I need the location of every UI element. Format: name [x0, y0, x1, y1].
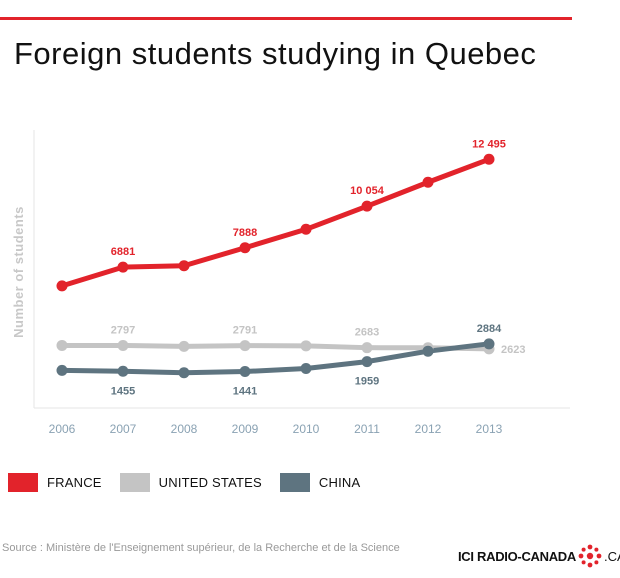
- data-point-united-states: [56, 339, 68, 351]
- data-point-china: [178, 367, 190, 379]
- data-point-united-states: [178, 340, 190, 352]
- data-label-france: 10 054: [350, 185, 385, 197]
- y-axis-label: Number of students: [11, 206, 26, 338]
- data-point-china: [300, 362, 312, 374]
- data-label-france: 6881: [111, 246, 135, 258]
- data-point-france: [300, 223, 312, 235]
- x-tick-label: 2009: [232, 422, 259, 436]
- data-label-united-states: 2683: [355, 327, 379, 339]
- data-point-china: [239, 366, 251, 378]
- x-tick-label: 2006: [49, 422, 76, 436]
- x-tick-label: 2011: [354, 422, 380, 436]
- top-rule: [0, 17, 572, 20]
- data-point-france: [483, 153, 495, 165]
- data-point-united-states: [300, 340, 312, 352]
- legend-swatch: [279, 472, 310, 492]
- legend-item-china: CHINA: [279, 472, 361, 492]
- data-label-united-states: 2623: [501, 344, 525, 356]
- data-point-france: [361, 200, 373, 212]
- data-point-france: [239, 242, 251, 254]
- legend-item-united-states: UNITED STATES: [119, 472, 262, 492]
- line-chart: Number of students 6881 7888 10 054 12 495 2…: [11, 130, 570, 436]
- series-line-france: [59, 156, 492, 289]
- data-label-china: 1455: [111, 385, 135, 397]
- legend-item-france: FRANCE: [8, 472, 102, 492]
- data-point-france: [178, 260, 190, 272]
- legend-label: UNITED STATES: [158, 474, 262, 490]
- data-point-france: [117, 261, 129, 273]
- brand-name: ICI RADIO-CANADA: [458, 548, 576, 564]
- data-label-china: 1959: [355, 376, 379, 388]
- data-point-china: [56, 364, 68, 376]
- data-point-united-states: [239, 340, 251, 352]
- data-point-france: [422, 176, 434, 188]
- brand-domain: .CA: [603, 548, 620, 564]
- data-label-france: 7888: [233, 227, 257, 239]
- source-note: Source : Ministère de l'Enseignement sup…: [2, 542, 400, 554]
- radio-canada-gem-icon: [578, 544, 602, 568]
- data-point-united-states: [117, 339, 129, 351]
- data-label-united-states: 2797: [111, 324, 135, 336]
- legend-swatch: [8, 472, 38, 492]
- legend: FRANCE UNITED STATES CHINA: [8, 470, 378, 494]
- legend-label: FRANCE: [47, 474, 102, 490]
- data-label-china: 2884: [477, 323, 502, 335]
- brand-logo: ICI RADIO-CANADA .CA: [458, 544, 620, 568]
- series-line-china: [59, 341, 492, 376]
- data-point-united-states: [361, 342, 373, 354]
- data-label-france: 12 495: [472, 138, 506, 150]
- data-point-china: [361, 356, 373, 368]
- x-tick-label: 2012: [415, 422, 442, 436]
- data-point-china: [117, 365, 129, 377]
- x-tick-label: 2010: [293, 422, 320, 436]
- x-tick-label: 2008: [171, 422, 198, 436]
- legend-label: CHINA: [318, 474, 361, 490]
- data-label-china: 1441: [233, 386, 257, 398]
- data-point-france: [56, 280, 68, 292]
- data-label-united-states: 2791: [233, 325, 257, 337]
- data-point-china: [422, 345, 434, 357]
- x-tick-label: 2013: [476, 422, 503, 436]
- series-line-united-states: [59, 342, 492, 352]
- legend-swatch: [119, 472, 150, 492]
- chart-title: Foreign students studying in Quebec: [14, 36, 537, 71]
- x-tick-label: 2007: [110, 422, 137, 436]
- data-point-china: [483, 338, 495, 350]
